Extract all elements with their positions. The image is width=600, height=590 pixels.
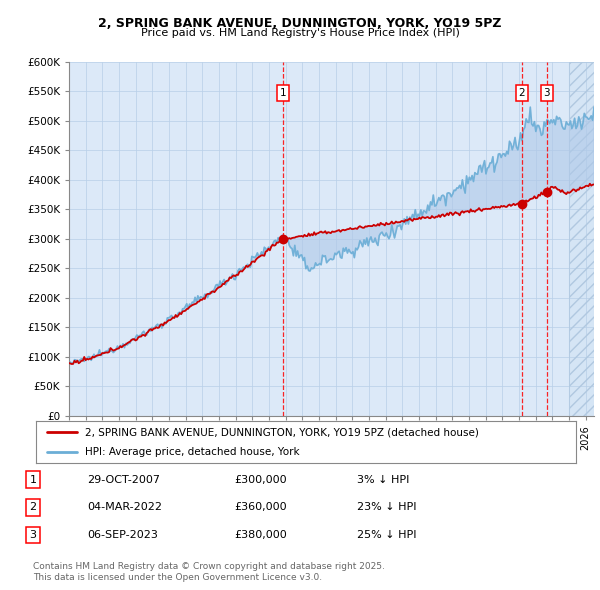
Text: 3: 3 (544, 88, 550, 97)
Text: 3: 3 (29, 530, 37, 540)
Text: Contains HM Land Registry data © Crown copyright and database right 2025.
This d: Contains HM Land Registry data © Crown c… (33, 562, 385, 582)
Text: 29-OCT-2007: 29-OCT-2007 (87, 475, 160, 484)
Text: 3% ↓ HPI: 3% ↓ HPI (357, 475, 409, 484)
Text: 23% ↓ HPI: 23% ↓ HPI (357, 503, 416, 512)
Text: 06-SEP-2023: 06-SEP-2023 (87, 530, 158, 540)
Text: Price paid vs. HM Land Registry's House Price Index (HPI): Price paid vs. HM Land Registry's House … (140, 28, 460, 38)
Text: 2, SPRING BANK AVENUE, DUNNINGTON, YORK, YO19 5PZ: 2, SPRING BANK AVENUE, DUNNINGTON, YORK,… (98, 17, 502, 30)
Text: 2: 2 (518, 88, 525, 97)
Text: £380,000: £380,000 (234, 530, 287, 540)
Text: 25% ↓ HPI: 25% ↓ HPI (357, 530, 416, 540)
Text: 2: 2 (29, 503, 37, 512)
Text: HPI: Average price, detached house, York: HPI: Average price, detached house, York (85, 447, 299, 457)
Text: 04-MAR-2022: 04-MAR-2022 (87, 503, 162, 512)
Text: 2, SPRING BANK AVENUE, DUNNINGTON, YORK, YO19 5PZ (detached house): 2, SPRING BANK AVENUE, DUNNINGTON, YORK,… (85, 427, 478, 437)
Polygon shape (569, 62, 594, 416)
Text: 1: 1 (280, 88, 286, 97)
Text: 1: 1 (29, 475, 37, 484)
Text: £360,000: £360,000 (234, 503, 287, 512)
Text: £300,000: £300,000 (234, 475, 287, 484)
